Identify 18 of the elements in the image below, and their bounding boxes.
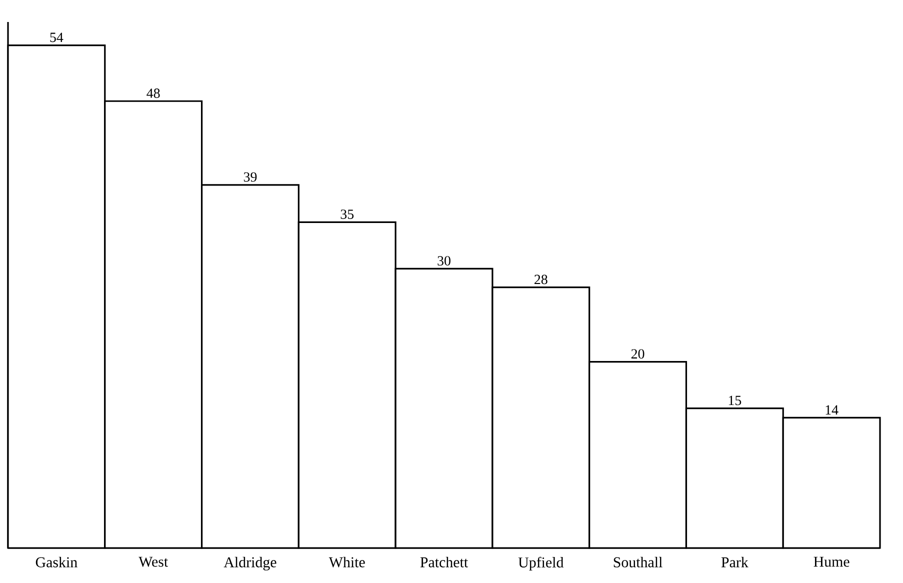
- x-tick-label: Hume: [814, 556, 850, 567]
- data-label: 30: [438, 256, 450, 266]
- x-tick-label: West: [138, 556, 168, 567]
- data-label: 28: [534, 274, 548, 284]
- data-label: 15: [728, 396, 742, 406]
- data-label: 14: [826, 405, 838, 414]
- x-tick-label: Upfield: [518, 556, 564, 571]
- data-label: 48: [146, 88, 160, 98]
- x-tick-label: Park: [721, 556, 748, 568]
- data-label: 20: [631, 349, 644, 359]
- data-label: 39: [244, 172, 257, 182]
- x-tick-label: Gaskin: [36, 556, 78, 568]
- x-tick-label: Patchett: [420, 556, 468, 568]
- data-label: 54: [50, 32, 64, 42]
- x-tick-label: Aldridge: [224, 556, 276, 570]
- data-label: 35: [340, 210, 354, 219]
- x-tick-label: Southall: [614, 556, 662, 568]
- x-tick-label: White: [328, 556, 365, 568]
